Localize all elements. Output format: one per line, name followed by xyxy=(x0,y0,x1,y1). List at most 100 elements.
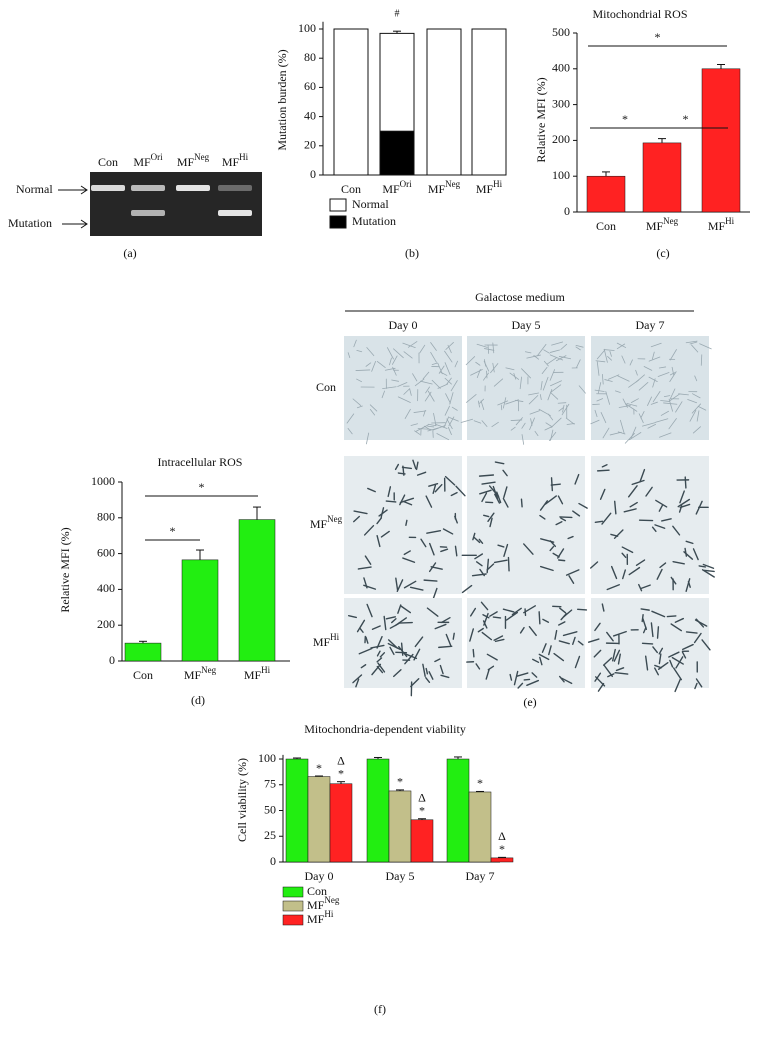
y-tick-label: 800 xyxy=(97,510,115,524)
cell xyxy=(596,398,603,402)
cell xyxy=(509,673,513,681)
arrow-head xyxy=(80,185,88,195)
cell xyxy=(675,401,683,413)
legend-swatch xyxy=(282,900,304,912)
cell xyxy=(391,618,397,624)
cell xyxy=(438,365,445,374)
lane-label-base: MF xyxy=(177,155,195,169)
cell xyxy=(590,419,600,425)
cell xyxy=(432,484,437,495)
cell xyxy=(545,422,553,428)
annotation: # xyxy=(395,8,400,19)
cell xyxy=(629,501,638,508)
cell xyxy=(692,393,701,399)
cell xyxy=(428,482,439,487)
cell xyxy=(612,630,627,637)
cell xyxy=(572,636,576,646)
cell xyxy=(557,548,565,559)
cell xyxy=(413,410,427,413)
chart-title: Mitochondrial ROS xyxy=(593,7,688,21)
cell xyxy=(517,682,524,689)
cell xyxy=(355,369,371,371)
cell xyxy=(434,658,441,663)
x-tick-label-sup: Neg xyxy=(663,216,678,226)
cell xyxy=(618,405,631,408)
cell xyxy=(650,622,654,638)
cell xyxy=(486,653,498,661)
cell xyxy=(420,538,427,548)
y-tick-label: 25 xyxy=(264,828,276,842)
cell xyxy=(513,670,519,686)
cell xyxy=(605,391,611,405)
cell xyxy=(414,636,424,648)
cell xyxy=(674,617,685,623)
cell xyxy=(551,341,564,346)
cell xyxy=(366,603,373,618)
cell xyxy=(515,417,523,426)
cell xyxy=(513,372,517,380)
cell xyxy=(560,517,567,522)
cell xyxy=(492,342,495,354)
row-label-base: MF xyxy=(310,517,328,531)
y-tick-label: 400 xyxy=(97,581,115,595)
cell xyxy=(640,608,650,611)
cell xyxy=(353,339,357,348)
panel-label: (e) xyxy=(523,695,536,709)
bar xyxy=(307,776,331,863)
cell xyxy=(440,616,451,624)
cell xyxy=(393,348,404,359)
cell xyxy=(565,417,575,425)
cell xyxy=(638,583,643,592)
cell xyxy=(482,620,488,629)
cell xyxy=(651,610,666,618)
x-tick-label: Day 7 xyxy=(466,869,495,883)
cell xyxy=(430,351,437,363)
cell xyxy=(414,430,421,435)
cell xyxy=(352,674,363,684)
band-label: Normal xyxy=(16,182,53,196)
bar xyxy=(388,790,412,863)
cell xyxy=(478,474,495,477)
cell xyxy=(575,345,584,348)
x-tick-label: Con xyxy=(341,182,361,196)
cell xyxy=(687,399,698,404)
annotation: * xyxy=(170,524,176,538)
cell xyxy=(594,389,605,392)
cell xyxy=(669,388,676,400)
x-tick-label: MFNeg xyxy=(646,216,679,233)
cell xyxy=(562,631,578,637)
cell xyxy=(523,678,531,681)
cell xyxy=(685,340,698,344)
x-tick-label-base: MF xyxy=(476,182,494,196)
cell xyxy=(526,679,540,687)
annotation: * xyxy=(338,766,344,780)
cell xyxy=(402,557,416,563)
cell xyxy=(440,548,449,553)
cell xyxy=(432,425,446,431)
cell xyxy=(666,615,677,618)
row-label-base: MF xyxy=(313,635,331,649)
micrograph xyxy=(591,456,709,594)
cell xyxy=(652,351,655,360)
annotation: Δ xyxy=(337,753,345,767)
row-label-base: Con xyxy=(316,380,336,394)
cell xyxy=(426,530,442,534)
cell xyxy=(376,535,381,548)
gel-band xyxy=(176,185,210,191)
x-tick-label-base: MF xyxy=(382,182,400,196)
row-label: Con xyxy=(316,380,336,394)
cell xyxy=(639,468,646,483)
cell xyxy=(520,498,523,508)
cell xyxy=(401,466,413,470)
gel-band xyxy=(218,210,252,216)
cell xyxy=(562,404,565,413)
cell xyxy=(659,432,672,438)
cell xyxy=(490,363,499,374)
arrow-head xyxy=(80,219,88,229)
cell xyxy=(660,410,669,416)
cell xyxy=(558,407,564,412)
x-tick-label: Day 0 xyxy=(305,869,334,883)
bar-segment xyxy=(379,32,415,132)
cell xyxy=(601,464,608,468)
cell xyxy=(561,403,570,416)
